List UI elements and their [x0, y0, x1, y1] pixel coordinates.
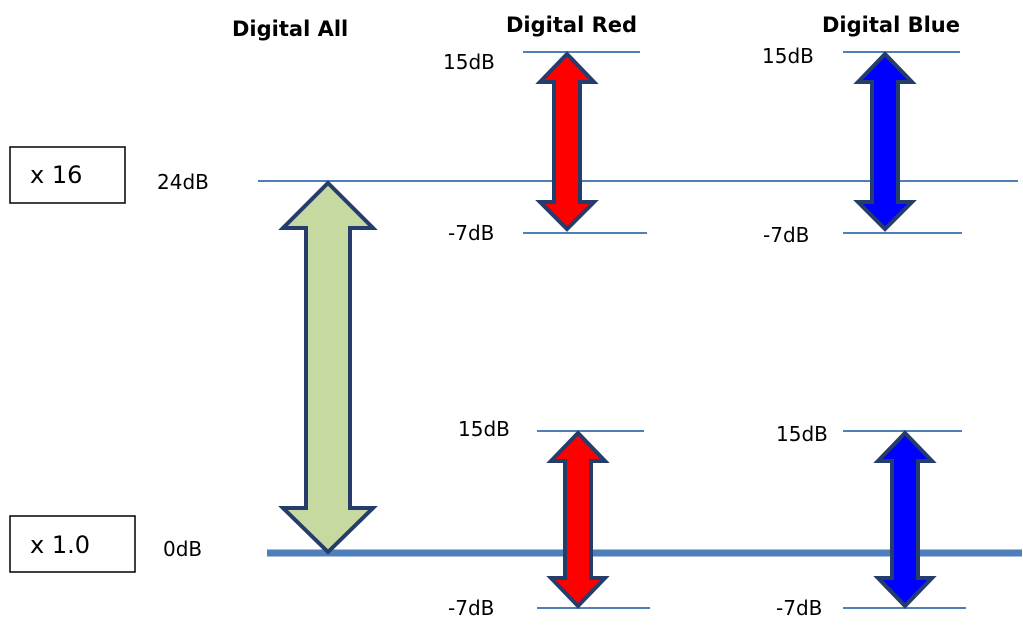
label-red-top-15db: 15dB — [443, 50, 495, 74]
header-digital-all: Digital All — [232, 17, 348, 41]
digital-all-range-arrow — [278, 180, 378, 555]
label-blue-top-minus7db: -7dB — [763, 223, 809, 247]
label-blue-top-15db: 15dB — [762, 44, 814, 68]
label-red-bottom-minus7db: -7dB — [448, 596, 494, 620]
red-bottom-range-arrow — [546, 430, 610, 609]
blue-top-range-arrow — [853, 51, 917, 232]
label-blue-bottom-minus7db: -7dB — [776, 596, 822, 620]
header-digital-red: Digital Red — [506, 13, 637, 37]
header-digital-blue: Digital Blue — [822, 13, 960, 37]
gain-box-x16 — [9, 146, 126, 204]
label-0db: 0dB — [163, 537, 202, 561]
red-top-range-arrow — [535, 51, 599, 232]
label-red-bottom-15db: 15dB — [458, 417, 510, 441]
label-24db: 24dB — [157, 170, 209, 194]
label-blue-bottom-15db: 15dB — [776, 422, 828, 446]
gain-box-x16-label: x 16 — [30, 161, 82, 189]
label-red-top-minus7db: -7dB — [448, 221, 494, 245]
gain-box-x1-label: x 1.0 — [30, 531, 90, 559]
gain-box-x1 — [9, 515, 136, 573]
blue-bottom-range-arrow — [873, 430, 937, 609]
